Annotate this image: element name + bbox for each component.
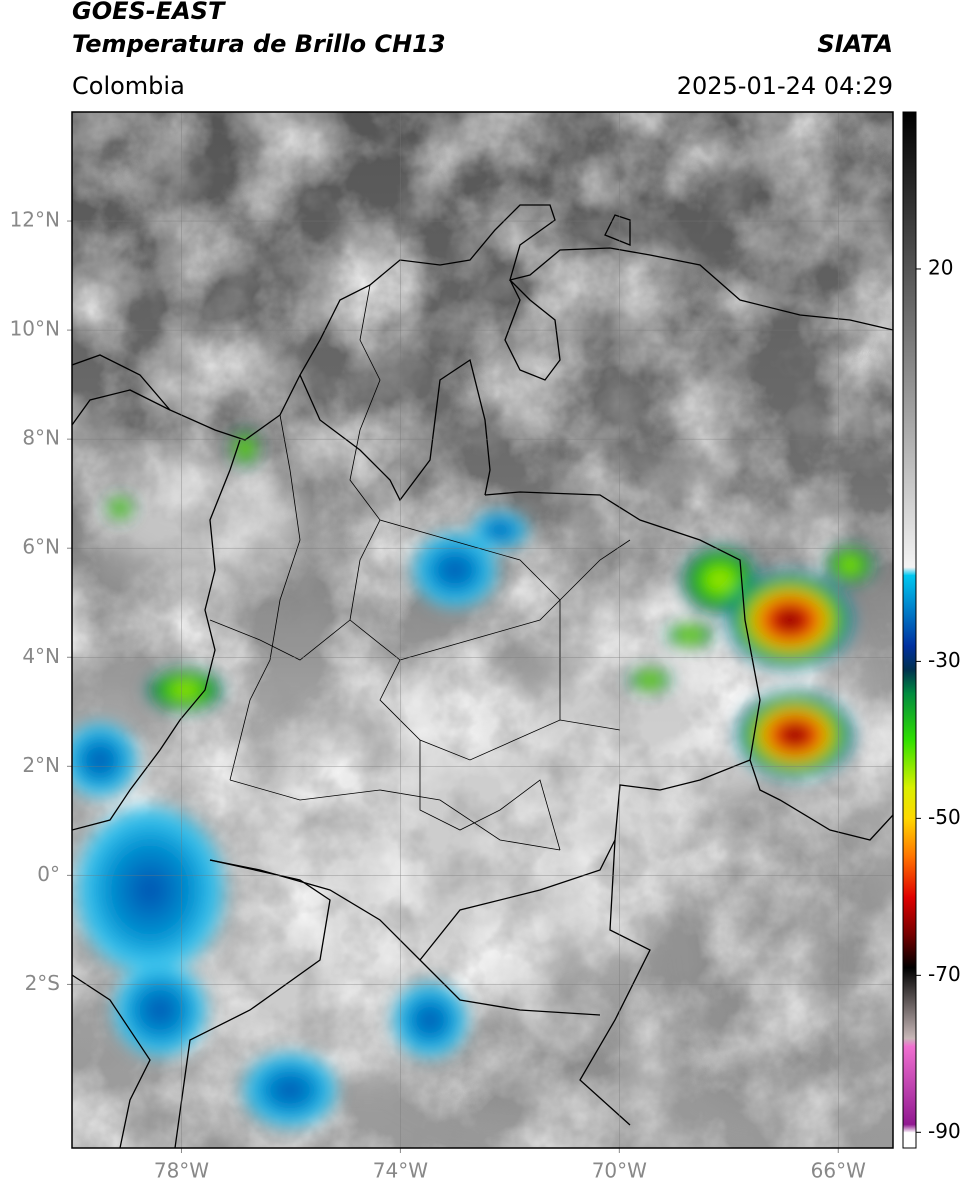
timestamp: 2025-01-24 04:29: [677, 72, 893, 100]
colorbar-segment: [903, 818, 916, 859]
colorbar-segment: [903, 857, 916, 898]
y-tick-label: 0°: [37, 862, 60, 886]
y-tick-label: 10°N: [10, 317, 60, 341]
x-tick-label: 78°W: [154, 1159, 209, 1183]
colorbar-segment: [903, 1045, 916, 1125]
colorbar-segment: [903, 1124, 916, 1133]
colorbar-tick-label: -50: [928, 805, 961, 829]
x-tick-label: 70°W: [592, 1159, 647, 1183]
y-tick-label: 6°N: [22, 535, 60, 559]
x-tick-label: 74°W: [373, 1159, 428, 1183]
satellite-image: [72, 112, 893, 1148]
colorbar-tick-label: 20: [928, 255, 953, 279]
colorbar-segment: [903, 112, 916, 568]
colorbar-segment: [903, 1038, 916, 1047]
colorbar-segment: [903, 967, 916, 1039]
y-tick-label: 4°N: [22, 644, 60, 668]
x-tick-label: 66°W: [811, 1159, 866, 1183]
colorbar-segment: [903, 567, 916, 576]
region: Colombia: [72, 72, 185, 100]
y-tick-label: 8°N: [22, 426, 60, 450]
colorbar-segment: [903, 739, 916, 788]
colorbar-frame: [902, 111, 917, 1149]
title: GOES-EAST: [72, 0, 226, 25]
colorbar-tick-label: -70: [928, 962, 961, 986]
colorbar-tick-label: -90: [928, 1119, 961, 1143]
colorbar-segment: [903, 1132, 916, 1149]
subtitle: Temperatura de Brillo CH13: [72, 30, 446, 58]
colorbar-segment: [903, 936, 916, 968]
colorbar-segment: [903, 669, 916, 694]
map-frame: [71, 111, 894, 1149]
y-tick-label: 2°N: [22, 753, 60, 777]
colorbar-tick-label: -30: [928, 648, 961, 672]
colorbar-segment: [903, 896, 916, 937]
colorbar-segment: [903, 575, 916, 647]
colorbar-segment: [903, 692, 916, 741]
y-tick-label: 12°N: [10, 208, 60, 232]
colorbar-segment: [903, 786, 916, 819]
y-tick-label: 2°S: [25, 971, 60, 995]
colorbar-segment: [903, 645, 916, 670]
source: SIATA: [817, 30, 893, 58]
